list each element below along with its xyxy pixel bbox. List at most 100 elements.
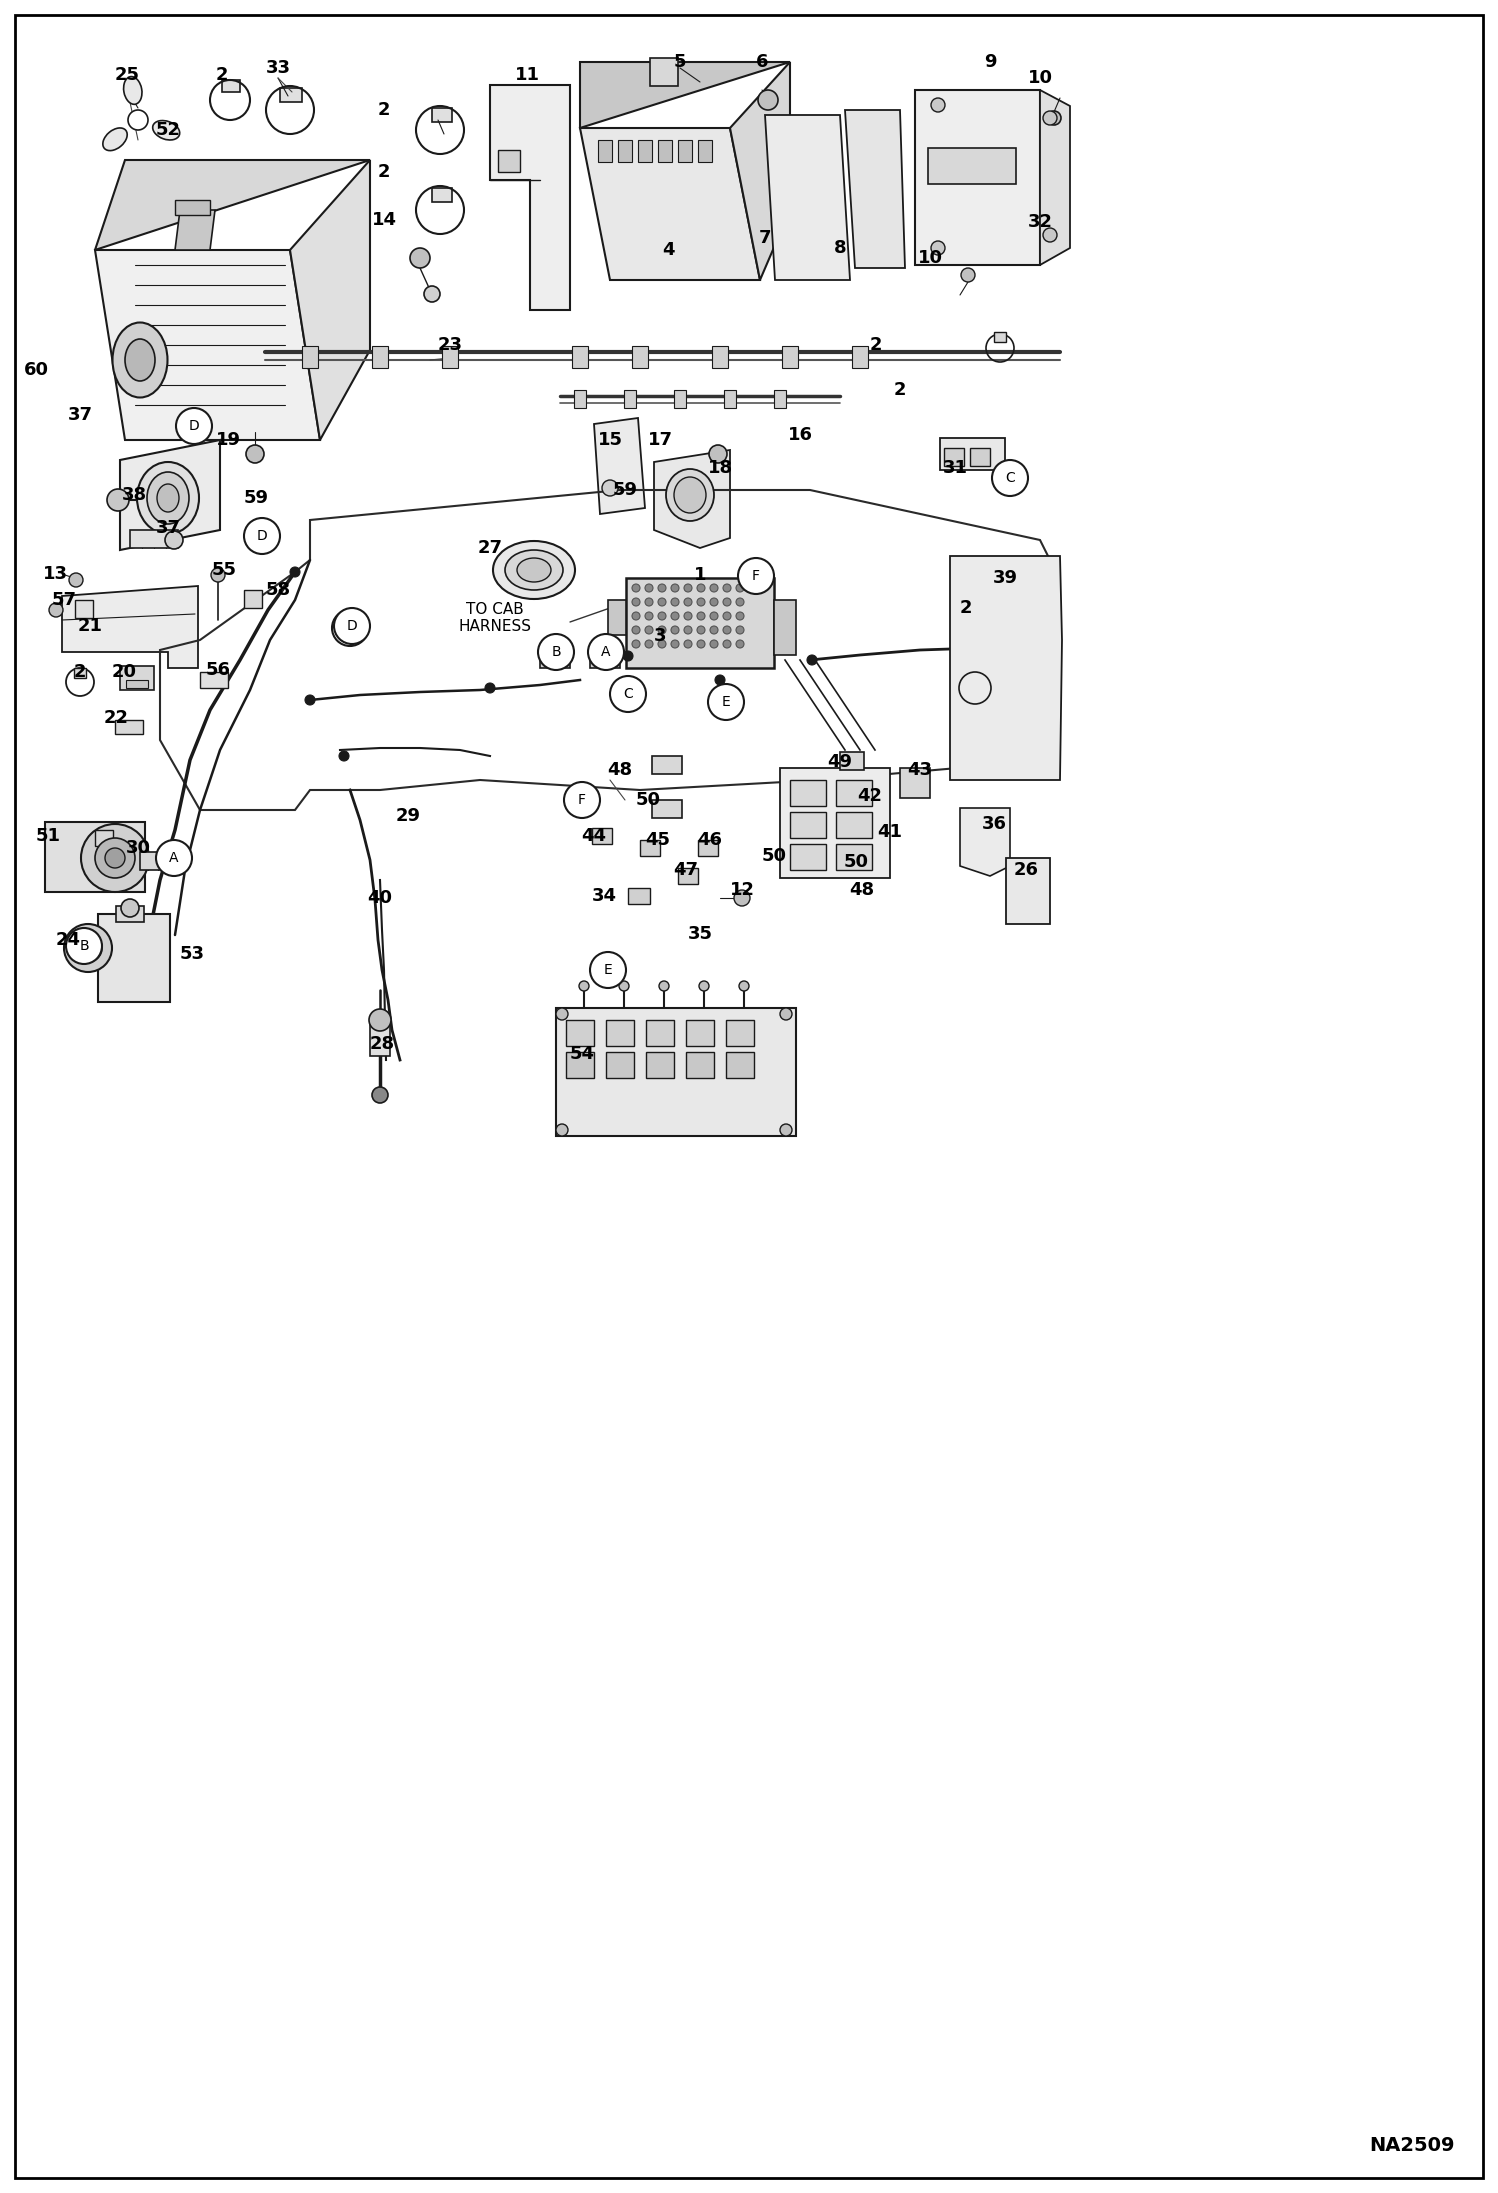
Circle shape bbox=[246, 445, 264, 463]
Text: 18: 18 bbox=[707, 458, 733, 478]
Bar bbox=[840, 752, 864, 770]
Circle shape bbox=[671, 612, 679, 621]
Circle shape bbox=[1043, 228, 1058, 241]
Text: 24: 24 bbox=[55, 932, 81, 950]
Text: 57: 57 bbox=[51, 590, 76, 610]
Bar bbox=[652, 757, 682, 774]
Text: 7: 7 bbox=[759, 228, 771, 248]
Bar bbox=[120, 667, 154, 691]
Text: B: B bbox=[551, 645, 560, 660]
Bar bbox=[1007, 857, 1050, 923]
Circle shape bbox=[739, 980, 749, 991]
Circle shape bbox=[565, 783, 601, 818]
Text: 10: 10 bbox=[917, 250, 942, 268]
Circle shape bbox=[724, 625, 731, 634]
Bar bbox=[646, 1020, 674, 1046]
Text: 33: 33 bbox=[265, 59, 291, 77]
Text: 22: 22 bbox=[103, 708, 129, 728]
Circle shape bbox=[646, 583, 653, 592]
Circle shape bbox=[930, 241, 945, 254]
Text: D: D bbox=[346, 618, 358, 634]
Polygon shape bbox=[291, 160, 370, 441]
Polygon shape bbox=[950, 557, 1062, 781]
Circle shape bbox=[306, 695, 315, 704]
Circle shape bbox=[710, 599, 718, 605]
Polygon shape bbox=[655, 450, 730, 548]
Circle shape bbox=[244, 518, 280, 555]
Polygon shape bbox=[845, 110, 905, 268]
Text: A: A bbox=[169, 851, 178, 864]
Circle shape bbox=[64, 923, 112, 971]
Polygon shape bbox=[960, 807, 1010, 875]
Bar bbox=[944, 447, 965, 465]
Polygon shape bbox=[915, 90, 1040, 265]
Polygon shape bbox=[94, 160, 370, 250]
Bar bbox=[780, 768, 890, 877]
Polygon shape bbox=[580, 127, 759, 281]
Bar bbox=[126, 680, 148, 689]
Circle shape bbox=[671, 583, 679, 592]
Bar bbox=[927, 147, 1016, 184]
Text: F: F bbox=[578, 794, 586, 807]
Circle shape bbox=[646, 599, 653, 605]
Circle shape bbox=[710, 625, 718, 634]
Circle shape bbox=[646, 640, 653, 647]
Circle shape bbox=[632, 625, 640, 634]
Text: E: E bbox=[604, 963, 613, 978]
Circle shape bbox=[671, 640, 679, 647]
Bar bbox=[94, 829, 112, 846]
Text: 2: 2 bbox=[870, 336, 882, 353]
Circle shape bbox=[619, 980, 629, 991]
Circle shape bbox=[602, 480, 619, 496]
Bar bbox=[727, 1053, 753, 1079]
Text: 19: 19 bbox=[216, 432, 241, 450]
Circle shape bbox=[81, 825, 148, 893]
Bar bbox=[774, 390, 786, 408]
Circle shape bbox=[49, 603, 63, 616]
Text: C: C bbox=[623, 686, 632, 702]
Circle shape bbox=[671, 625, 679, 634]
Bar bbox=[698, 140, 712, 162]
Ellipse shape bbox=[517, 557, 551, 581]
Bar bbox=[73, 669, 85, 678]
Bar bbox=[566, 1053, 595, 1079]
Text: 1: 1 bbox=[694, 566, 706, 583]
Circle shape bbox=[646, 612, 653, 621]
Circle shape bbox=[697, 625, 706, 634]
Bar bbox=[431, 107, 452, 123]
Polygon shape bbox=[120, 441, 220, 550]
Bar bbox=[789, 844, 825, 871]
Bar bbox=[619, 140, 632, 162]
Text: 60: 60 bbox=[24, 362, 48, 379]
Circle shape bbox=[632, 640, 640, 647]
Bar bbox=[652, 800, 682, 818]
Text: A: A bbox=[601, 645, 611, 660]
Bar bbox=[607, 1053, 634, 1079]
Text: 36: 36 bbox=[981, 816, 1007, 833]
Text: 2: 2 bbox=[73, 662, 87, 682]
Text: 45: 45 bbox=[646, 831, 671, 849]
Text: 59: 59 bbox=[244, 489, 268, 507]
Circle shape bbox=[724, 640, 731, 647]
Circle shape bbox=[736, 625, 745, 634]
Bar bbox=[115, 906, 144, 921]
Circle shape bbox=[724, 599, 731, 605]
Text: 10: 10 bbox=[1028, 68, 1053, 88]
Ellipse shape bbox=[103, 127, 127, 151]
Bar bbox=[244, 590, 262, 607]
Text: 16: 16 bbox=[788, 425, 812, 443]
Circle shape bbox=[156, 840, 192, 875]
Text: 2: 2 bbox=[377, 162, 391, 182]
Bar bbox=[370, 1020, 389, 1057]
Circle shape bbox=[734, 890, 750, 906]
Bar bbox=[175, 200, 210, 215]
Bar bbox=[852, 346, 867, 368]
Bar bbox=[130, 531, 178, 548]
Circle shape bbox=[369, 1009, 391, 1031]
Bar bbox=[372, 346, 388, 368]
Circle shape bbox=[697, 583, 706, 592]
Text: 27: 27 bbox=[478, 539, 502, 557]
Text: 59: 59 bbox=[613, 480, 638, 500]
Bar bbox=[303, 346, 318, 368]
Circle shape bbox=[658, 599, 667, 605]
